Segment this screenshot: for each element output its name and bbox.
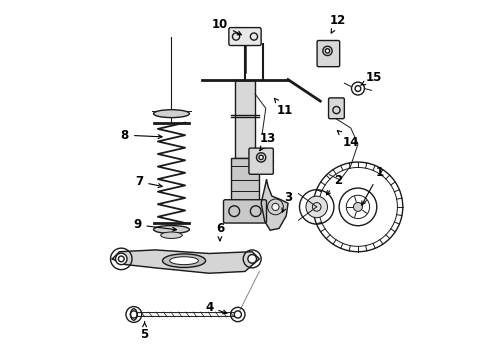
FancyBboxPatch shape (231, 158, 259, 202)
Ellipse shape (163, 254, 205, 267)
Text: 1: 1 (362, 166, 384, 205)
Circle shape (306, 196, 327, 218)
Circle shape (234, 311, 242, 318)
FancyBboxPatch shape (235, 80, 255, 158)
Circle shape (325, 49, 330, 53)
FancyBboxPatch shape (317, 41, 340, 67)
Text: 2: 2 (326, 174, 343, 195)
Ellipse shape (153, 110, 190, 118)
FancyBboxPatch shape (329, 98, 344, 119)
Ellipse shape (170, 257, 198, 265)
Text: 15: 15 (361, 71, 382, 85)
Circle shape (116, 253, 127, 265)
Circle shape (259, 155, 263, 159)
Polygon shape (261, 180, 288, 230)
Text: 13: 13 (260, 132, 276, 150)
Circle shape (130, 311, 137, 318)
Text: 3: 3 (282, 192, 292, 212)
Text: 6: 6 (216, 222, 224, 241)
Circle shape (355, 86, 361, 91)
Text: 5: 5 (141, 322, 148, 341)
Text: 8: 8 (121, 129, 162, 142)
FancyBboxPatch shape (229, 28, 261, 45)
Circle shape (353, 202, 363, 211)
Text: 12: 12 (330, 14, 346, 33)
Text: 7: 7 (135, 175, 162, 188)
Circle shape (272, 203, 279, 211)
FancyBboxPatch shape (223, 200, 267, 223)
Text: 10: 10 (212, 18, 242, 35)
Text: 9: 9 (133, 218, 176, 231)
Text: 11: 11 (274, 98, 293, 117)
Ellipse shape (153, 226, 190, 233)
Ellipse shape (161, 232, 182, 238)
Polygon shape (112, 250, 259, 273)
Text: 4: 4 (205, 301, 227, 314)
Circle shape (248, 255, 256, 263)
Text: 14: 14 (338, 131, 359, 149)
FancyBboxPatch shape (249, 148, 273, 174)
